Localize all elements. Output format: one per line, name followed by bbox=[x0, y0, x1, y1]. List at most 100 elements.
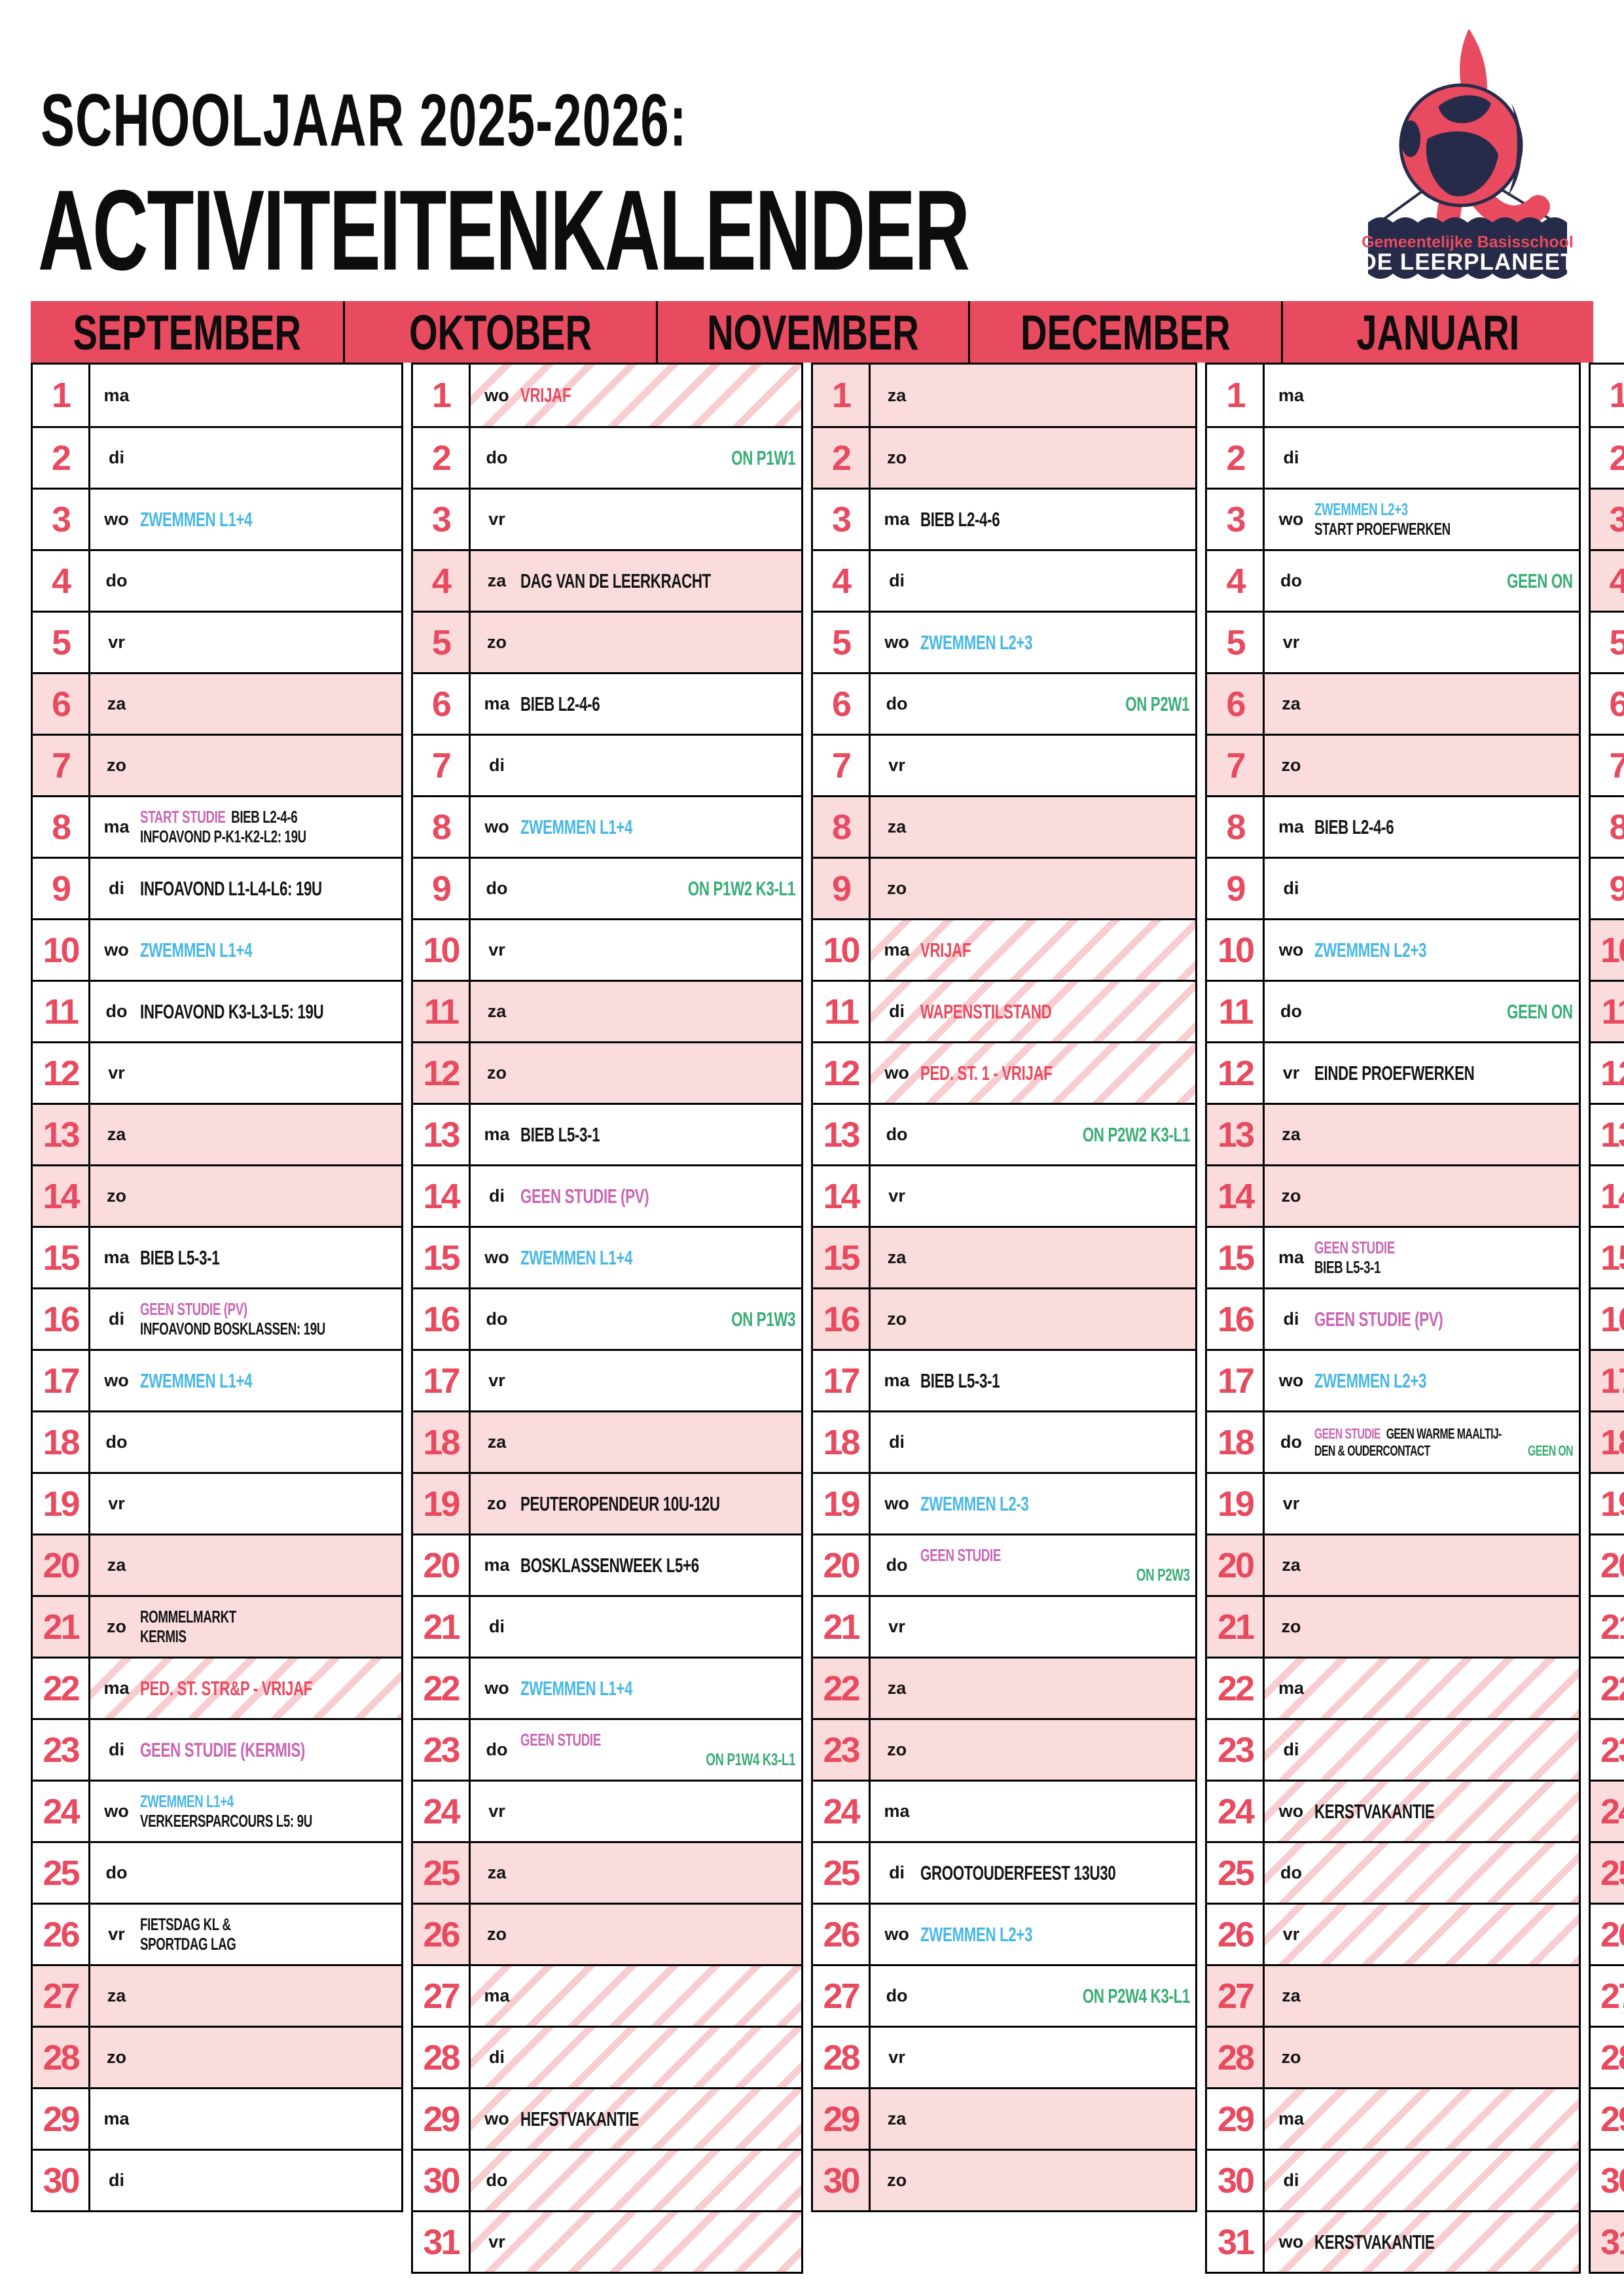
day-row-september-18: 18 do bbox=[33, 1410, 401, 1472]
day-row-december-3: 3 wo ZWEMMEN L2+3 START PROEFWERKEN bbox=[1207, 488, 1579, 549]
event-text: DAG VAN DE LEERKRACHT bbox=[520, 569, 711, 592]
day-abbr: za bbox=[887, 2109, 907, 2128]
day-abbr: di bbox=[109, 448, 124, 467]
day-number: 11 bbox=[813, 982, 871, 1041]
day-row-december-21: 21 zo bbox=[1207, 1595, 1579, 1657]
day-cell: ma BIEB L5-3-1 bbox=[90, 1228, 401, 1287]
day-events: BIEB L2-4-6 bbox=[520, 692, 797, 716]
day-row-januari-5: 5ma bbox=[1590, 611, 1624, 672]
day-abbr: wo bbox=[104, 1801, 129, 1821]
event-text: KERMIS bbox=[140, 1626, 187, 1646]
day-row-november-12: 12 wo PED. ST. 1 - VRIJAF bbox=[813, 1041, 1196, 1103]
day-row-januari-16: 16vr bbox=[1590, 1287, 1624, 1349]
day-cell: ma BIEB L2-4-6 bbox=[1265, 797, 1578, 857]
day-abbr: zo bbox=[486, 1924, 507, 1944]
day-row-december-14: 14 zo bbox=[1207, 1164, 1579, 1226]
day-row-oktober-31: 31 vr bbox=[412, 2210, 802, 2272]
day-abbr: ma bbox=[1278, 1247, 1304, 1267]
day-row-november-24: 24 ma bbox=[813, 1780, 1196, 1841]
event-text: ON P2W4 K3-L1 bbox=[1082, 1984, 1190, 2007]
day-number: 8 bbox=[1591, 797, 1624, 857]
day-events: PEUTEROPENDEUR 10U-12U bbox=[520, 1492, 797, 1516]
day-row-oktober-27: 27 ma bbox=[412, 1964, 802, 2026]
day-number: 24 bbox=[813, 1782, 871, 1841]
day-cell: do GEEN ON bbox=[1265, 982, 1578, 1041]
day-cell: vr bbox=[871, 736, 1195, 795]
day-abbr: wo bbox=[1278, 1371, 1304, 1390]
month-header-oktober: OKTOBER bbox=[343, 301, 655, 363]
day-cell: za bbox=[90, 1105, 401, 1164]
day-cell: do GEEN STUDIE ON P1W4 K3-L1 bbox=[471, 1720, 801, 1780]
day-abbr: zo bbox=[1281, 1186, 1301, 1206]
day-number: 17 bbox=[1207, 1351, 1265, 1410]
day-row-oktober-29: 29 wo HEFSTVAKANTIE bbox=[412, 2087, 802, 2149]
day-cell: di bbox=[1265, 859, 1578, 918]
day-row-januari-14: 14woZWEMMEN L1+4 bbox=[1590, 1164, 1624, 1226]
day-cell: ma BIEB L5-3-1 bbox=[471, 1105, 801, 1164]
day-cell: ma PED. ST. STR&P - VRIJAF bbox=[90, 1659, 401, 1718]
day-row-september-22: 22 ma PED. ST. STR&P - VRIJAF bbox=[33, 1657, 401, 1718]
day-abbr: za bbox=[1282, 694, 1301, 713]
page-title: ACTIVITEITENKALENDER bbox=[38, 166, 970, 295]
day-abbr: za bbox=[887, 385, 907, 405]
month-column-november: 1 za 2 zo 3 ma BIEB L2-4-6 4 di 5 wo ZWEMMEN L2+3 6 d… bbox=[811, 363, 1198, 2212]
day-cell: vr bbox=[1265, 1905, 1579, 1964]
day-number: 8 bbox=[1207, 797, 1265, 857]
day-number: 4 bbox=[813, 551, 871, 611]
day-cell: za bbox=[471, 1412, 801, 1472]
day-number: 10 bbox=[1207, 920, 1265, 980]
day-row-september-26: 26 vr FIETSDAG KL & SPORTDAG LAG bbox=[33, 1903, 401, 1964]
day-number: 11 bbox=[33, 982, 90, 1041]
day-cell: do ON P1W3 bbox=[471, 1289, 801, 1349]
day-cell: vr bbox=[1265, 613, 1578, 672]
day-row-november-3: 3 ma BIEB L2-4-6 bbox=[813, 488, 1196, 549]
day-row-oktober-14: 14 di GEEN STUDIE (PV) bbox=[412, 1164, 802, 1226]
event-text: ZWEMMEN L1+4 bbox=[140, 938, 253, 961]
event-text: ON P1W1 bbox=[731, 446, 796, 469]
logo-subtitle: Gemeentelijke Basisschool bbox=[1362, 233, 1574, 251]
day-number: 21 bbox=[413, 1597, 471, 1657]
day-row-december-5: 5 vr bbox=[1207, 611, 1579, 672]
day-number: 24 bbox=[413, 1782, 471, 1841]
event-text: HEFSTVAKANTIE bbox=[520, 2107, 639, 2130]
day-number: 25 bbox=[413, 1843, 471, 1903]
day-abbr: wo bbox=[484, 2109, 509, 2128]
day-row-september-20: 20 za bbox=[33, 1534, 401, 1595]
day-abbr: zo bbox=[887, 2170, 907, 2190]
day-cell: wo ZWEMMEN L1+4 bbox=[471, 1228, 801, 1287]
day-events: ON P1W2 K3-L1 bbox=[520, 877, 797, 901]
day-events: ZWEMMEN L1+4 bbox=[520, 1246, 797, 1270]
day-abbr: di bbox=[889, 1863, 905, 1882]
day-abbr: vr bbox=[488, 2232, 505, 2251]
day-number: 2 bbox=[1591, 428, 1624, 488]
day-events: VRIJAF bbox=[520, 384, 797, 407]
day-row-november-29: 29 za bbox=[813, 2087, 1196, 2149]
event-text: ON P2W2 K3-L1 bbox=[1082, 1122, 1190, 1146]
day-row-oktober-21: 21 di bbox=[412, 1595, 802, 1657]
day-abbr: di bbox=[889, 1001, 905, 1021]
day-cell: vr bbox=[1265, 1474, 1578, 1534]
day-number: 7 bbox=[813, 736, 871, 795]
day-row-januari-21: 21woZWEMMEN L1+4 bbox=[1590, 1595, 1624, 1657]
day-abbr: di bbox=[488, 1617, 505, 1636]
day-row-september-9: 9 di INFOAVOND L1-L4-L6: 19U bbox=[33, 857, 401, 918]
day-abbr: do bbox=[486, 1740, 508, 1759]
day-number: 27 bbox=[1207, 1966, 1265, 2026]
day-events: GEEN STUDIE GEEN WARME MAALTIJ- DEN & OUDE… bbox=[1314, 1426, 1574, 1459]
event-text: WAPENSTILSTAND bbox=[920, 999, 1052, 1023]
event-text: GEEN STUDIE bbox=[520, 1729, 601, 1749]
day-number: 15 bbox=[1207, 1228, 1265, 1287]
event-text: GEEN STUDIE (PV) bbox=[140, 1299, 247, 1319]
day-number: 18 bbox=[413, 1412, 471, 1472]
event-text: PED. ST. 1 - VRIJAF bbox=[920, 1061, 1053, 1085]
day-number: 9 bbox=[1207, 859, 1265, 918]
day-number: 19 bbox=[1591, 1474, 1624, 1534]
day-number: 8 bbox=[33, 797, 90, 857]
day-number: 13 bbox=[1207, 1105, 1265, 1164]
day-cell: ma VRIJAF bbox=[871, 920, 1196, 980]
day-cell: do bbox=[90, 551, 401, 611]
day-cell: vr bbox=[90, 613, 401, 672]
day-row-november-20: 20 do GEEN STUDIE ON P2W3 bbox=[813, 1534, 1196, 1595]
day-cell: zo bbox=[1265, 1597, 1578, 1657]
day-abbr: wo bbox=[484, 1247, 509, 1267]
